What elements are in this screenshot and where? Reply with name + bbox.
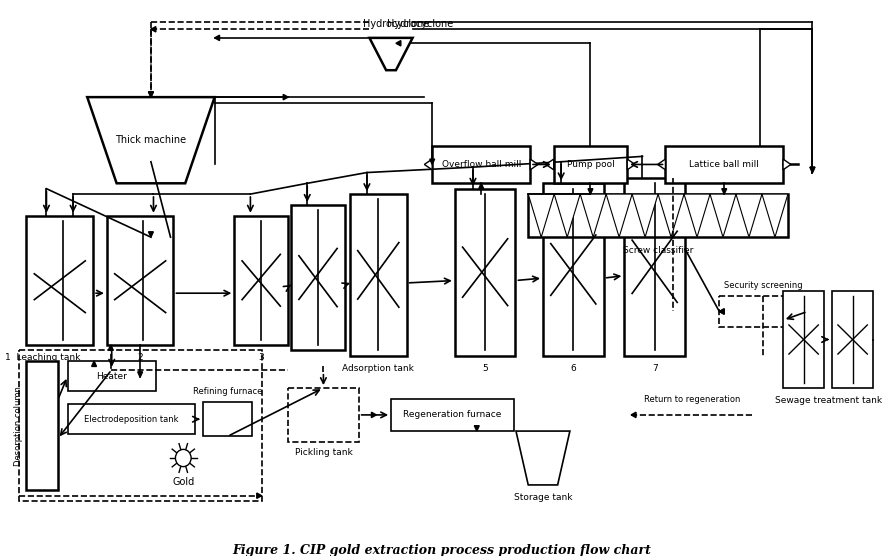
Text: Thick machine: Thick machine [116, 135, 186, 145]
Polygon shape [479, 183, 484, 188]
Bar [107, 216, 173, 345]
Text: 5: 5 [482, 364, 488, 373]
Polygon shape [736, 194, 762, 237]
Polygon shape [627, 159, 635, 170]
Text: Electrodeposition tank: Electrodeposition tank [84, 415, 178, 424]
Polygon shape [148, 92, 154, 97]
Bar [666, 146, 783, 183]
Text: Security screening: Security screening [724, 281, 803, 290]
Polygon shape [425, 159, 432, 170]
Text: Overflow ball mill: Overflow ball mill [442, 160, 521, 169]
Polygon shape [283, 95, 288, 100]
Text: Regeneration furnace: Regeneration furnace [404, 410, 502, 419]
Polygon shape [580, 194, 606, 237]
Polygon shape [109, 345, 113, 350]
Text: Pickling tank: Pickling tank [295, 448, 352, 457]
Polygon shape [530, 159, 538, 170]
Bar [26, 361, 57, 490]
Polygon shape [810, 167, 815, 172]
Text: Refining furnace: Refining furnace [192, 386, 262, 395]
Polygon shape [474, 426, 479, 431]
Polygon shape [555, 194, 580, 237]
Polygon shape [658, 159, 666, 170]
Text: Figure 1. CIP gold extraction process production flow chart: Figure 1. CIP gold extraction process pr… [232, 544, 651, 556]
Bar [350, 194, 407, 356]
Text: Adsorption tank: Adsorption tank [343, 364, 414, 373]
Polygon shape [396, 41, 401, 46]
Polygon shape [546, 159, 554, 170]
Polygon shape [720, 309, 724, 314]
Circle shape [176, 449, 191, 466]
Text: 3: 3 [259, 353, 264, 363]
Bar [68, 361, 155, 391]
Text: Desorption column: Desorption column [14, 386, 23, 465]
Text: Hydrocyclone: Hydrocyclone [363, 19, 429, 29]
Polygon shape [516, 431, 570, 485]
Polygon shape [372, 412, 376, 418]
Polygon shape [430, 159, 434, 165]
Bar [432, 146, 530, 183]
Polygon shape [87, 97, 215, 183]
Polygon shape [762, 194, 788, 237]
Polygon shape [148, 232, 154, 237]
Bar [543, 183, 604, 356]
Bar [528, 194, 788, 237]
Bar [554, 146, 627, 183]
Polygon shape [632, 194, 658, 237]
Polygon shape [588, 188, 592, 194]
Text: Hydrocyclone: Hydrocyclone [388, 19, 454, 29]
Bar [455, 188, 516, 356]
Polygon shape [684, 194, 710, 237]
Bar [234, 216, 288, 345]
Polygon shape [257, 493, 261, 498]
Bar [26, 216, 93, 345]
Polygon shape [658, 194, 684, 237]
Text: Heater: Heater [96, 371, 127, 381]
Polygon shape [148, 92, 154, 97]
Text: Gold: Gold [172, 476, 194, 486]
Bar [291, 205, 345, 350]
Bar [203, 402, 252, 436]
Polygon shape [720, 309, 724, 314]
Bar [783, 291, 824, 388]
Bar [68, 404, 195, 434]
Text: Return to regeneration: Return to regeneration [644, 395, 740, 404]
Text: Screw classifier: Screw classifier [623, 246, 693, 255]
Bar [288, 388, 358, 442]
Bar [624, 178, 685, 356]
Text: Sewage treatment tank: Sewage treatment tank [774, 396, 881, 405]
Bar [391, 399, 514, 431]
Text: 7: 7 [652, 364, 658, 373]
Polygon shape [528, 194, 555, 237]
Bar [720, 296, 808, 326]
Polygon shape [783, 159, 791, 170]
Polygon shape [151, 27, 155, 32]
Text: 2: 2 [138, 353, 143, 363]
Polygon shape [369, 38, 412, 70]
Polygon shape [92, 361, 96, 366]
Bar [19, 350, 261, 501]
Polygon shape [138, 372, 142, 377]
Polygon shape [215, 35, 220, 41]
Text: Lattice ball mill: Lattice ball mill [690, 160, 759, 169]
Text: 6: 6 [570, 364, 577, 373]
Polygon shape [606, 194, 632, 237]
Text: Storage tank: Storage tank [514, 493, 572, 503]
Polygon shape [710, 194, 736, 237]
Bar [832, 291, 873, 388]
Text: Pump pool: Pump pool [567, 160, 615, 169]
Polygon shape [810, 167, 815, 172]
Polygon shape [721, 188, 727, 194]
Text: 1  Leaching tank: 1 Leaching tank [5, 353, 81, 363]
Polygon shape [631, 412, 636, 418]
